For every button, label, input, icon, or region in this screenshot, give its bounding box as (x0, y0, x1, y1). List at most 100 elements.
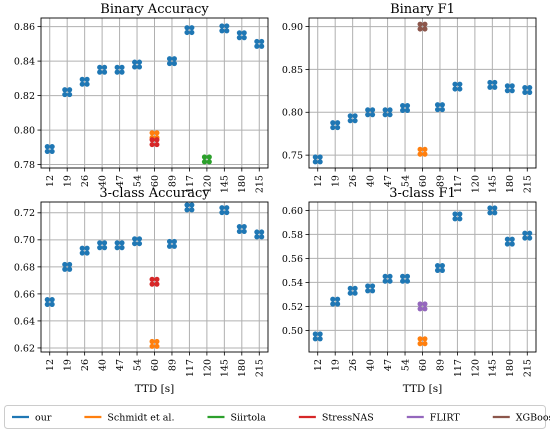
x-tick-label: 12 (45, 175, 56, 187)
x-tick-label: 117 (185, 359, 196, 377)
x-tick-label: 60 (150, 359, 161, 371)
data-point-our (434, 102, 445, 113)
x-tick-label: 215 (255, 175, 266, 193)
y-tick-label: 0.70 (14, 235, 35, 246)
y-tick-label: 0.66 (14, 289, 35, 300)
data-point-our (236, 30, 247, 41)
legend-item-flirt: FLIRT (406, 412, 461, 423)
x-tick-label: 54 (400, 175, 411, 187)
data-point-our (312, 331, 323, 342)
legend-item-schmidt-et-al: Schmidt et al. (84, 412, 174, 423)
x-tick-label: 120 (470, 359, 481, 377)
y-tick-label: 0.82 (14, 91, 35, 102)
panel-1: 0.78 0.80 0.82 0.84 0.86 12 19 26 40 47 54 60 89 117 1… (14, 2, 269, 193)
data-point-our (254, 38, 265, 49)
data-point-our (219, 205, 230, 216)
x-tick-label: 215 (523, 175, 534, 193)
x-tick-label: 89 (167, 175, 178, 187)
x-tick-label: 89 (435, 359, 446, 371)
panel-3: 0.62 0.64 0.66 0.68 0.70 0.72 12 19 26 40 47 54 60 89… (14, 186, 269, 395)
x-tick-label: 26 (348, 359, 359, 371)
data-point-our (236, 224, 247, 235)
y-tick-label: 0.52 (282, 302, 303, 313)
data-point-our (365, 283, 376, 294)
x-tick-label: 47 (115, 359, 126, 371)
data-point-our (166, 238, 177, 249)
data-point-our (330, 296, 341, 307)
x-tick-label: 117 (185, 175, 196, 193)
x-tick-label: 47 (383, 359, 394, 371)
x-tick-label: 47 (383, 175, 394, 187)
panel-2: 0.75 0.80 0.85 0.90 12 19 26 40 47 54 60 89 117 120 14… (282, 2, 537, 193)
panel-title: Binary Accuracy (100, 2, 209, 17)
x-tick-label: 120 (470, 175, 481, 193)
x-tick-label: 54 (400, 359, 411, 371)
data-point-our (79, 245, 90, 256)
data-point-our (504, 236, 515, 247)
y-tick-label: 0.68 (14, 262, 35, 273)
data-point-schmidt-et-al (417, 146, 428, 157)
data-point-our (400, 273, 411, 284)
x-tick-label: 26 (80, 175, 91, 187)
data-point-our (400, 103, 411, 113)
data-point-our (312, 154, 323, 165)
legend-label: StressNAS (322, 412, 374, 423)
data-point-our (97, 64, 108, 75)
data-point-our (114, 240, 125, 251)
x-tick-label: 89 (435, 175, 446, 187)
data-point-our (132, 59, 143, 70)
y-tick-label: 0.90 (282, 22, 303, 33)
data-point-our (330, 120, 341, 131)
y-tick-label: 0.58 (282, 230, 303, 241)
data-point-our (452, 211, 463, 222)
y-tick-label: 0.75 (282, 151, 303, 162)
x-tick-label: 120 (202, 175, 213, 193)
x-tick-label: 120 (202, 359, 213, 377)
y-tick-label: 0.62 (14, 343, 35, 354)
data-point-our (184, 202, 195, 213)
data-point-our (254, 229, 265, 240)
x-tick-label: 19 (63, 175, 74, 187)
x-axis-label: TTD [s] (135, 383, 175, 395)
data-point-siirtola (201, 154, 212, 165)
panel-title: 3-class Accuracy (99, 186, 210, 201)
x-tick-label: 117 (453, 359, 464, 377)
data-point-stressnas (149, 137, 160, 148)
legend-item-xgboost: XGBoost (492, 412, 550, 423)
legend-label: FLIRT (430, 412, 461, 423)
legend-label: Siirtola (230, 412, 266, 423)
x-tick-label: 26 (80, 359, 91, 371)
data-point-our (347, 113, 358, 124)
data-point-our (62, 261, 73, 272)
y-tick-label: 0.60 (282, 206, 303, 217)
data-point-schmidt-et-al (149, 338, 160, 349)
x-tick-label: 180 (237, 359, 248, 377)
x-tick-label: 215 (255, 359, 266, 377)
legend-item-our: our (12, 412, 52, 423)
x-tick-label: 47 (115, 175, 126, 187)
y-tick-label: 0.50 (282, 326, 303, 337)
x-tick-label: 12 (313, 359, 324, 371)
y-tick-label: 0.54 (282, 278, 303, 289)
y-tick-label: 0.56 (282, 254, 303, 265)
x-tick-label: 19 (63, 359, 74, 371)
data-point-our (44, 297, 55, 307)
panels: 0.78 0.80 0.82 0.84 0.86 12 19 26 40 47 54 60 89 117 1… (14, 2, 537, 395)
x-tick-label: 40 (366, 359, 377, 371)
data-point-our (382, 273, 393, 284)
y-tick-label: 0.72 (14, 208, 35, 219)
y-tick-label: 0.80 (282, 108, 303, 119)
data-point-flirt (417, 301, 428, 312)
data-point-our (434, 263, 445, 273)
data-point-our (132, 236, 143, 247)
data-point-our (79, 76, 90, 87)
x-axis-label: TTD [s] (403, 383, 443, 395)
data-point-our (184, 25, 195, 36)
data-point-our (114, 64, 125, 75)
data-point-our (382, 107, 393, 118)
x-tick-label: 180 (505, 359, 516, 377)
y-tick-label: 0.80 (14, 125, 35, 136)
data-point-our (487, 205, 498, 216)
x-tick-label: 54 (132, 359, 143, 371)
data-point-our (522, 230, 533, 241)
